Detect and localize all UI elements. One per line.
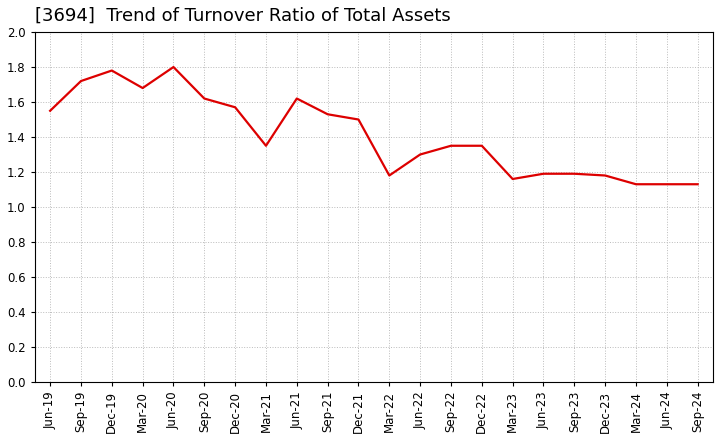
Text: [3694]  Trend of Turnover Ratio of Total Assets: [3694] Trend of Turnover Ratio of Total … bbox=[35, 7, 451, 25]
